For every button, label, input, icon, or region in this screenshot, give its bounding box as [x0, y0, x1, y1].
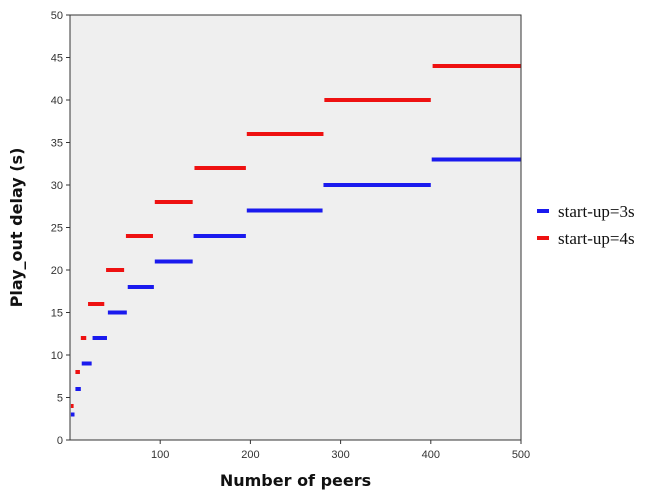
x-tick-label: 100 [151, 449, 169, 461]
y-tick-label: 30 [51, 180, 63, 192]
x-axis-label: Number of peers [220, 471, 371, 490]
axes: 0 5 10 15 20 25 30 35 40 45 50 100 200 300 400 500 [51, 10, 530, 461]
x-tick-label: 400 [422, 449, 440, 461]
legend-label: start-up=3s [558, 202, 635, 221]
series-2 [70, 64, 521, 408]
chart-marks [70, 64, 521, 417]
y-tick-label: 40 [51, 95, 63, 107]
y-tick-label: 5 [57, 393, 63, 405]
y-tick-label: 45 [51, 53, 63, 65]
legend-label: start-up=4s [558, 229, 635, 248]
y-tick-label: 35 [51, 138, 63, 150]
x-tick-label: 500 [512, 449, 530, 461]
plot-area [70, 15, 521, 440]
y-tick-label: 15 [51, 308, 63, 320]
x-tick-label: 200 [241, 449, 259, 461]
y-tick-label: 25 [51, 223, 63, 235]
legend-item: start-up=3s [537, 202, 635, 221]
legend: start-up=3s start-up=4s [537, 202, 635, 248]
y-tick-label: 0 [57, 435, 63, 447]
x-tick-label: 300 [331, 449, 349, 461]
y-tick-label: 10 [51, 350, 63, 362]
series-1 [70, 157, 521, 417]
y-tick-label: 50 [51, 10, 63, 22]
legend-item: start-up=4s [537, 229, 635, 248]
y-axis-label: Play_out delay (s) [7, 148, 26, 308]
y-tick-label: 20 [51, 265, 63, 277]
